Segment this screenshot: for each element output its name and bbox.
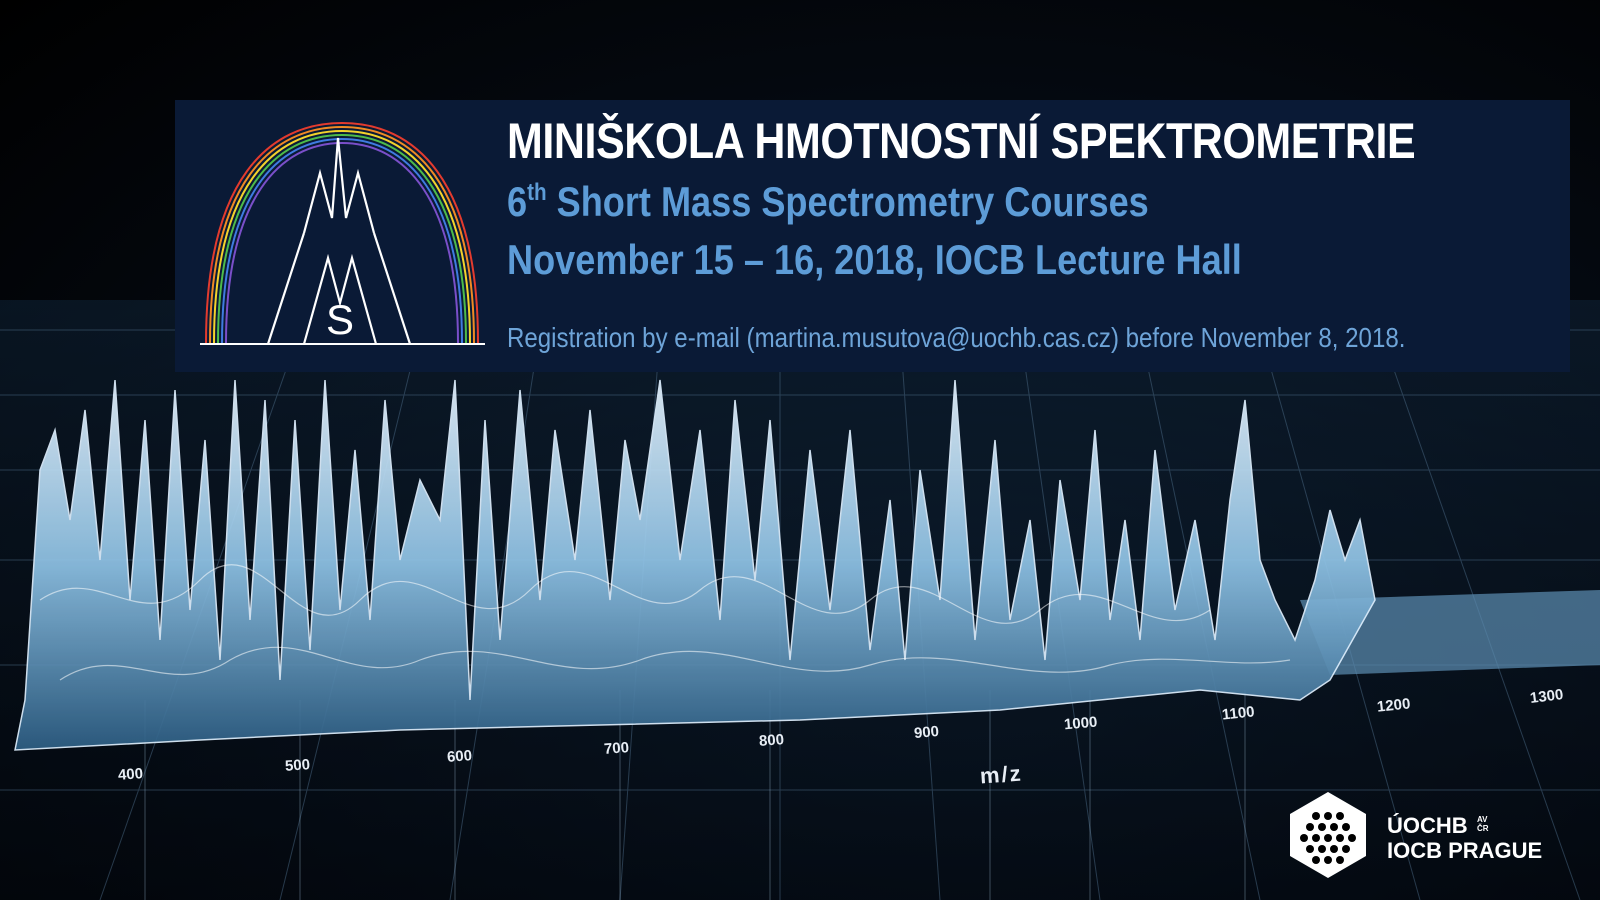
spectrum-ridges: [39, 564, 1291, 681]
axis-tick-900: 900: [913, 722, 940, 743]
axis-tick-1100: 1100: [1221, 703, 1256, 724]
peak-reflections: [144, 690, 1246, 900]
registration-info: Registration by e-mail (martina.musutova…: [507, 322, 1406, 353]
iocb-hexagon-logo-icon: [1290, 792, 1366, 878]
subtitle-text: Short Mass Spectrometry Courses: [546, 178, 1149, 225]
institution-superscript: AV ČR: [1477, 815, 1489, 833]
axis-tick-600: 600: [446, 747, 473, 766]
axis-tick-700: 700: [603, 739, 630, 758]
baseline-plateau: [1300, 590, 1600, 675]
mms-logo-icon: S: [200, 121, 485, 345]
spectrum-surface: [14, 379, 1376, 751]
course-title: MINIŠKOLA HMOTNOSTNÍ SPEKTROMETRIE: [507, 113, 1416, 169]
course-dates: November 15 – 16, 2018, IOCB Lecture Hal…: [507, 236, 1242, 283]
mms-logo-letter: S: [326, 296, 354, 343]
axis-label-mz: m/z: [979, 760, 1024, 789]
institution-name-czech: ÚOCHB: [1387, 813, 1468, 838]
axis-tick-800: 800: [758, 731, 785, 750]
axis-tick-500: 500: [284, 756, 311, 775]
institution-name-english: IOCB PRAGUE: [1387, 838, 1543, 863]
axis-tick-1200: 1200: [1376, 695, 1412, 716]
axis-tick-400: 400: [117, 765, 144, 784]
institution-superscript-line1: AV: [1477, 815, 1488, 824]
subtitle-ordinal: 6: [507, 178, 528, 225]
title-banner: [175, 100, 1570, 372]
subtitle-ordinal-suffix: th: [527, 179, 547, 206]
course-subtitle: 6th Short Mass Spectrometry Courses: [507, 178, 1149, 226]
institution-superscript-line2: ČR: [1477, 824, 1489, 833]
axis-tick-1000: 1000: [1063, 713, 1099, 734]
